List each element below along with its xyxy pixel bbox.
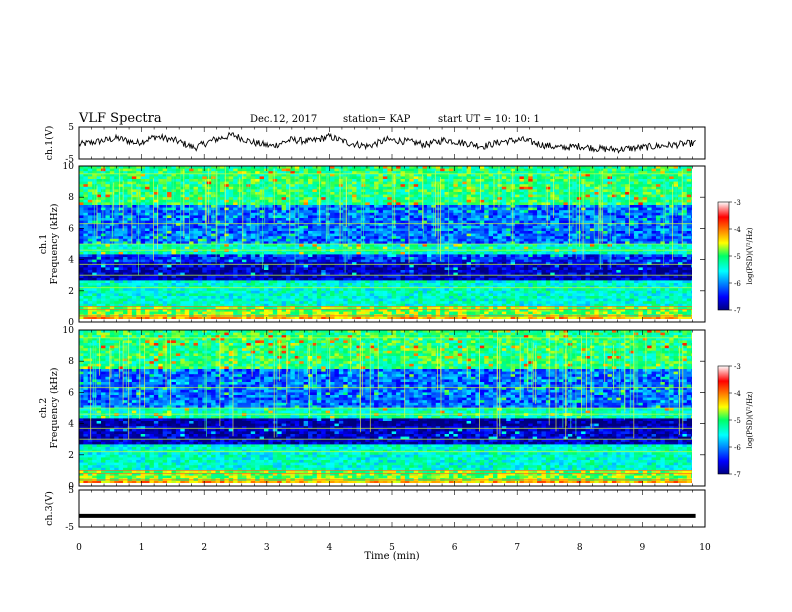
- ytick-label: 4: [68, 420, 74, 430]
- colorbar-label: log(PSD)(V²/Hz): [746, 391, 754, 448]
- y-axis-label: ch.1(V): [44, 126, 55, 161]
- colorbar-tick-label: -7: [734, 471, 741, 479]
- start-time-label: start UT = 10: 10: 1: [438, 114, 540, 125]
- xtick-label: 9: [640, 543, 646, 553]
- ytick-label: 0: [68, 318, 74, 328]
- colorbar-tick-label: -3: [734, 199, 741, 207]
- xtick-label: 5: [389, 543, 395, 553]
- colorbar-tick-label: -6: [734, 280, 741, 288]
- colorbar-tick-label: -3: [734, 363, 741, 371]
- xtick-label: 7: [514, 543, 520, 553]
- ch1-waveform-line: [78, 131, 696, 154]
- y-axis-label: ch.1: [38, 234, 49, 255]
- ytick-label: 8: [68, 193, 74, 203]
- xtick-label: 4: [327, 543, 333, 553]
- xtick-label: 10: [699, 543, 711, 553]
- ytick-label: 6: [68, 388, 74, 398]
- colorbar-tick-label: -6: [734, 444, 741, 452]
- colorbar-tick-label: -5: [734, 253, 741, 261]
- y-axis-label: Frequency (kHz): [49, 204, 60, 285]
- y-axis-label: ch.3(V): [44, 491, 55, 526]
- colorbar-label: log(PSD)(V²/Hz): [746, 227, 754, 284]
- chart-title: VLF Spectra: [79, 111, 162, 126]
- ytick-label: -5: [65, 155, 74, 165]
- ytick-label: 2: [68, 287, 74, 297]
- xtick-label: 1: [139, 543, 145, 553]
- colorbar: [717, 365, 730, 475]
- ytick-label: 10: [63, 326, 75, 336]
- station-label: station= KAP: [343, 114, 411, 125]
- colorbar-tick-label: -4: [734, 226, 741, 234]
- ch1-spectrogram-cells: [79, 166, 692, 319]
- xtick-label: 8: [577, 543, 583, 553]
- ytick-label: 6: [68, 224, 74, 234]
- colorbar-tick-label: -4: [734, 390, 741, 398]
- colorbar-tick-label: -5: [734, 417, 741, 425]
- colorbar-tick-label: -7: [734, 307, 741, 315]
- ytick-label: 10: [63, 162, 75, 172]
- xtick-label: 2: [201, 543, 207, 553]
- xtick-label: 0: [76, 543, 82, 553]
- ytick-label: 0: [68, 482, 74, 492]
- ytick-label: 2: [68, 451, 74, 461]
- ch2-spectrogram-cells: [79, 330, 692, 483]
- x-axis-label: Time (min): [364, 551, 419, 562]
- ytick-label: 8: [68, 357, 74, 367]
- xtick-label: 3: [264, 543, 270, 553]
- date-label: Dec.12, 2017: [250, 114, 318, 125]
- ytick-label: 5: [68, 486, 74, 496]
- panel-frame: [78, 489, 706, 528]
- colorbar: [717, 201, 730, 311]
- y-axis-label: ch.2: [38, 398, 49, 419]
- xtick-label: 6: [452, 543, 458, 553]
- ytick-label: -5: [65, 523, 74, 533]
- ytick-label: 4: [68, 256, 74, 266]
- ytick-label: 5: [68, 123, 74, 133]
- y-axis-label: Frequency (kHz): [49, 368, 60, 449]
